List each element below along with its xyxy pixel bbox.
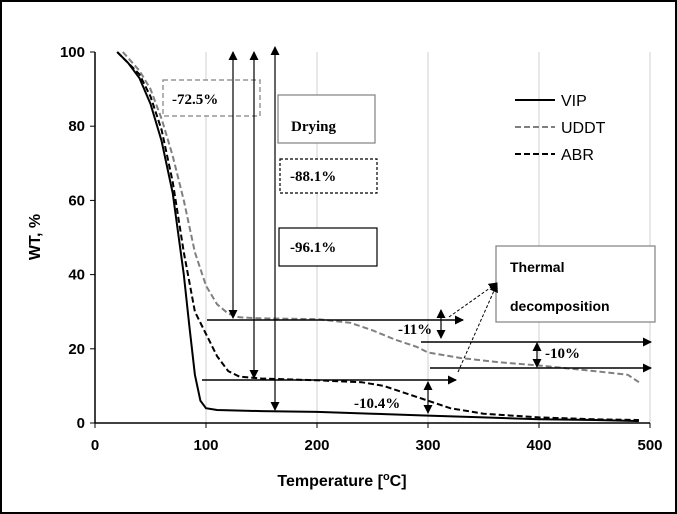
annotation-96: -96.1% xyxy=(290,240,336,256)
annotation-box-thermal xyxy=(495,245,656,323)
annotation-88: -88.1% xyxy=(290,169,336,185)
series-line-vip xyxy=(116,51,639,423)
x-tick-label: 500 xyxy=(637,437,662,454)
series-line-uddt xyxy=(122,51,640,384)
y-tick-label: 100 xyxy=(60,44,85,61)
annotation-72: -72.5% xyxy=(172,92,218,108)
y-axis-label: WT, % xyxy=(27,214,44,260)
annotation-box-88 xyxy=(279,158,378,194)
x-tick-label: 300 xyxy=(415,437,440,454)
x-tick-label: 0 xyxy=(91,437,99,454)
y-tick-label: 0 xyxy=(77,415,85,432)
legend-label-abr: ABR xyxy=(561,147,594,164)
x-tick-label: 100 xyxy=(193,437,218,454)
y-tick-label: 20 xyxy=(68,341,85,358)
annotation-104: -10.4% xyxy=(354,396,400,412)
legend: VIP UDDT ABR xyxy=(515,93,606,164)
series-lines xyxy=(116,51,640,423)
annotation-box-72 xyxy=(162,79,261,117)
x-axis-label: Temperature [oC] xyxy=(277,471,406,490)
annotation-thermal-1: Thermal xyxy=(510,259,564,275)
y-tick-label: 40 xyxy=(68,267,85,284)
x-tick-label: 200 xyxy=(304,437,329,454)
y-tick-labels: 0 20 40 60 80 100 xyxy=(60,44,85,432)
legend-label-vip: VIP xyxy=(561,93,587,110)
annotation-thermal-2: decomposition xyxy=(510,298,610,314)
annotation-11: -11% xyxy=(398,322,432,338)
annotation-drying: Drying xyxy=(291,119,337,135)
x-tick-label: 400 xyxy=(526,437,551,454)
axes xyxy=(90,51,651,428)
pointer-thermal-1 xyxy=(448,282,498,318)
pointer-thermal-2 xyxy=(457,283,498,373)
x-tick-labels: 0 100 200 300 400 500 xyxy=(91,437,663,454)
annotation-10: -10% xyxy=(545,346,580,362)
y-tick-label: 60 xyxy=(68,192,85,209)
y-tick-label: 80 xyxy=(68,118,85,135)
legend-label-uddt: UDDT xyxy=(561,120,606,137)
annotation-box-96 xyxy=(278,227,378,267)
series-line-abr xyxy=(116,51,639,421)
